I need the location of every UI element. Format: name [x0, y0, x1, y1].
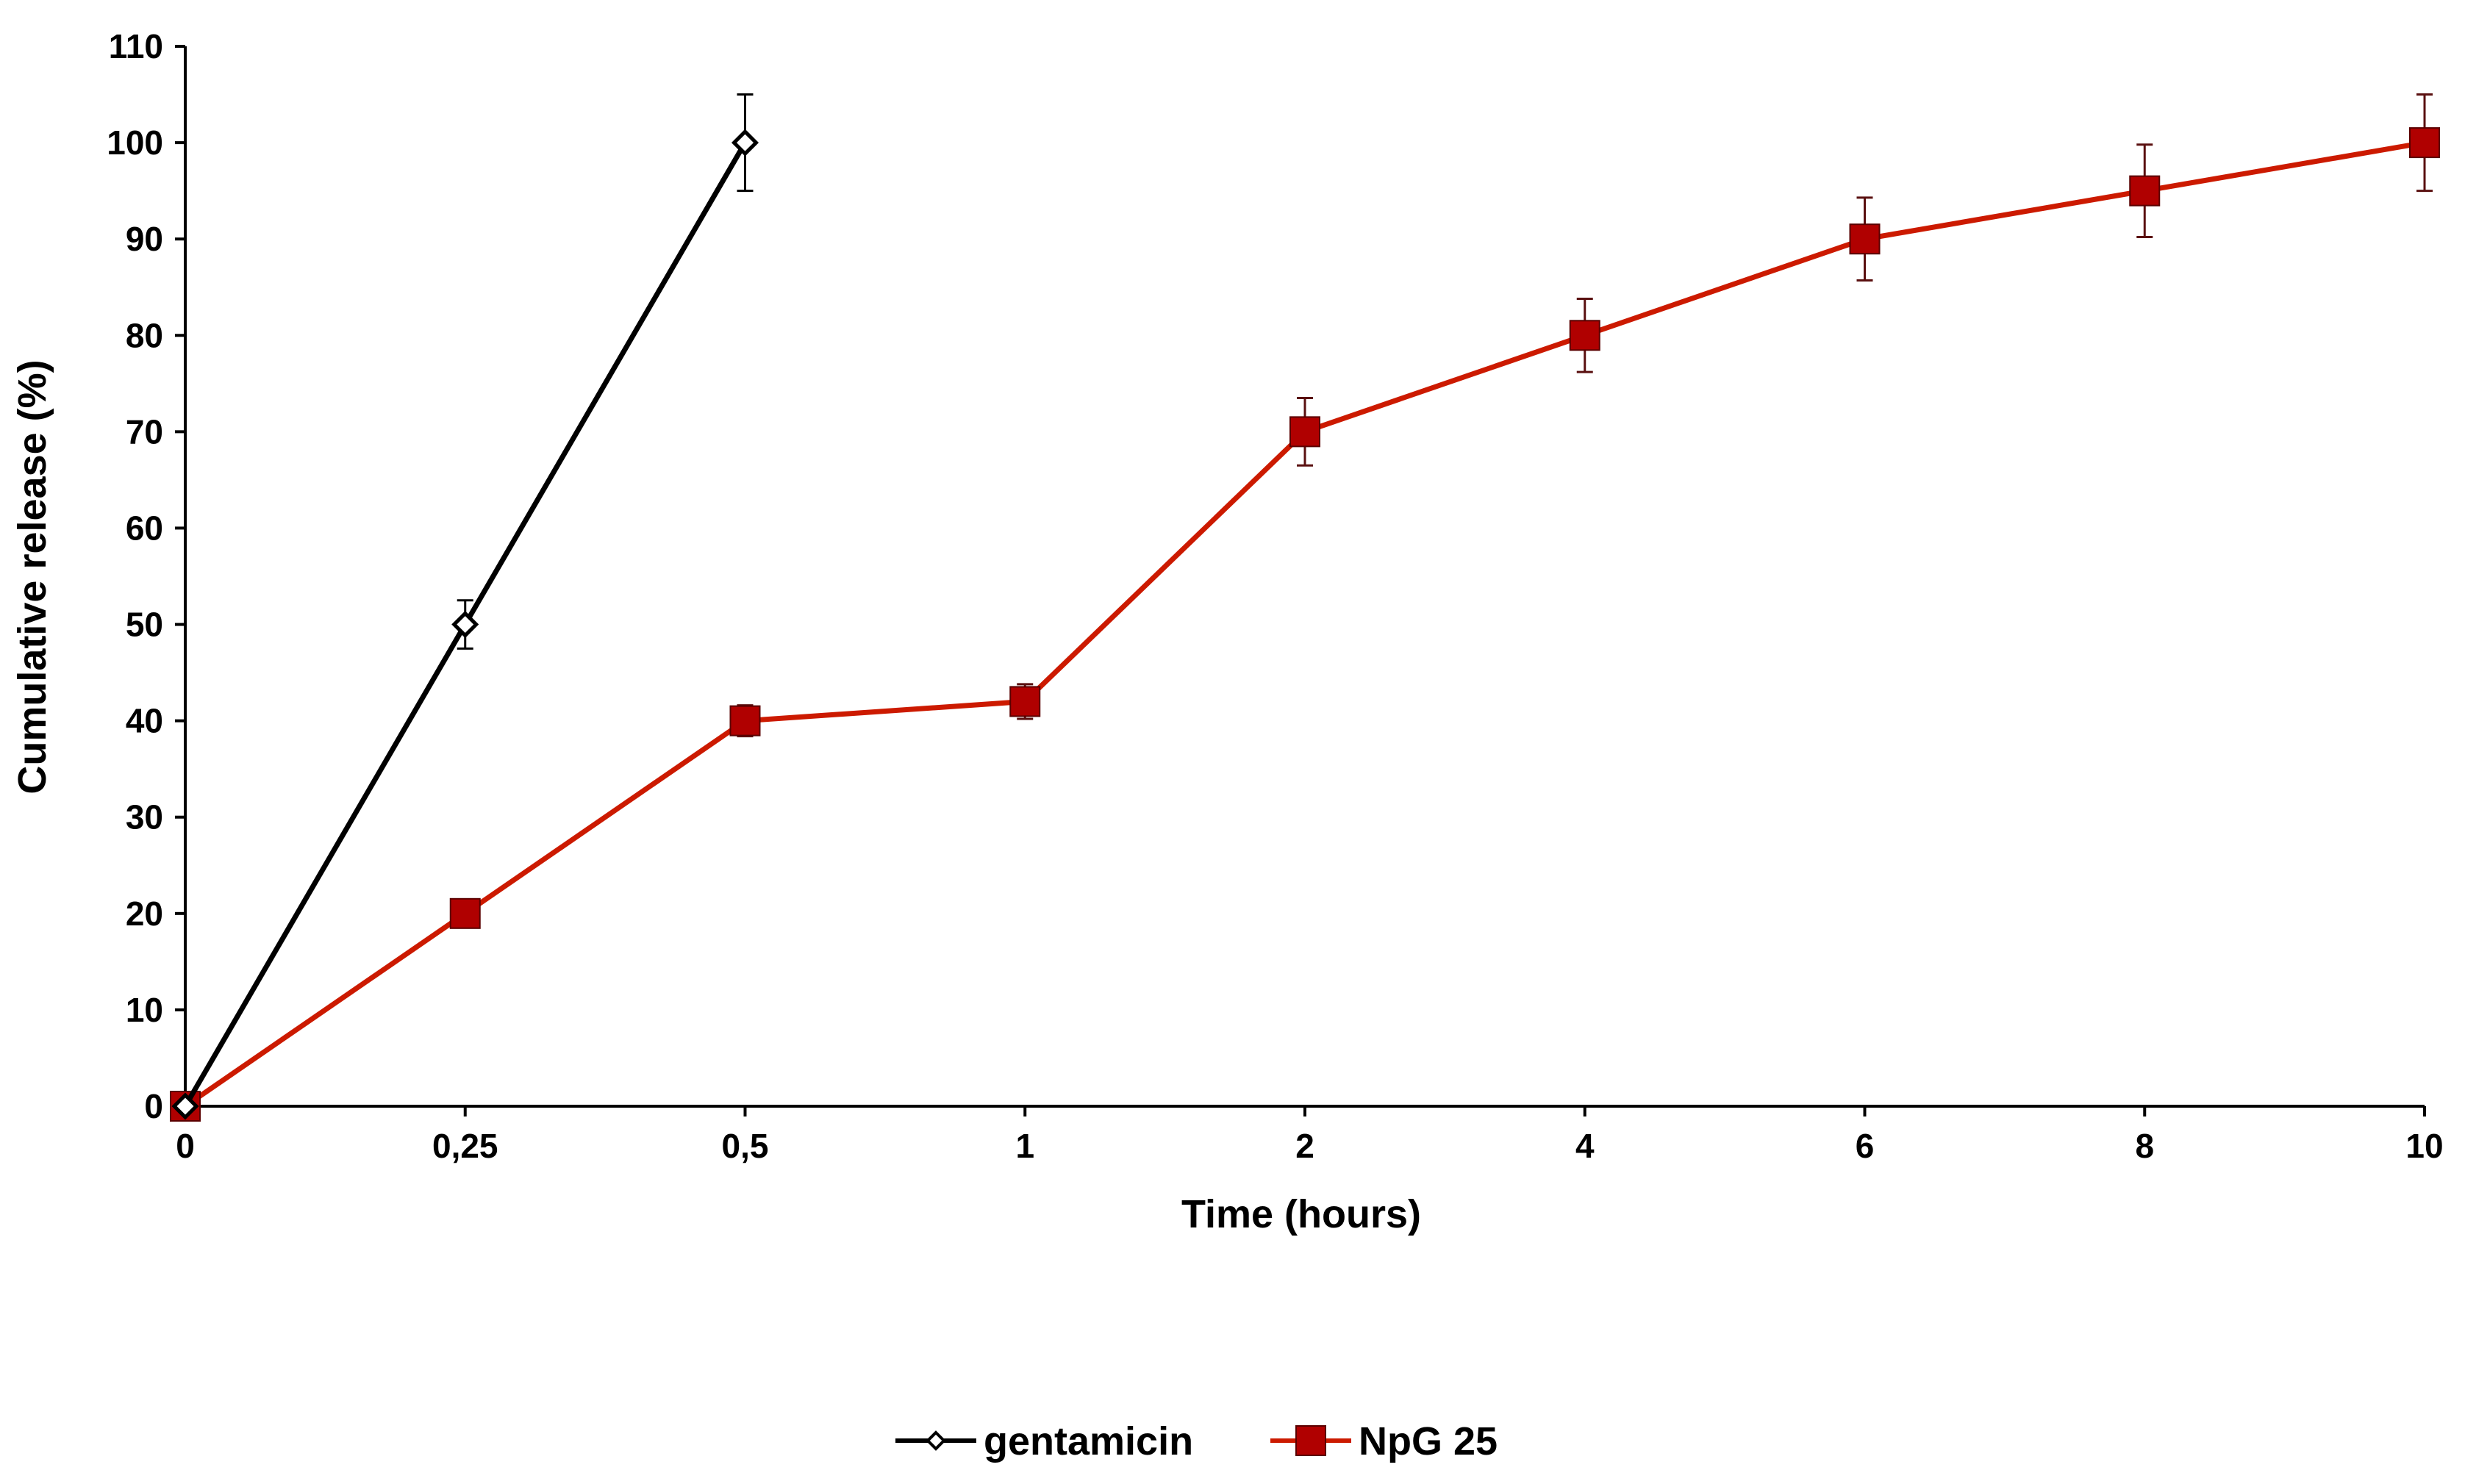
- data-point-npg25: [1849, 223, 1881, 255]
- y-tick-label: 80: [126, 316, 163, 354]
- data-point-gentamicin: [451, 611, 479, 639]
- legend-marker-npg25: [1295, 1425, 1326, 1456]
- x-tick-label: 0: [176, 1127, 195, 1165]
- y-tick-label: 10: [126, 991, 163, 1029]
- x-tick-label: 2: [1295, 1127, 1314, 1165]
- series-gentamicin: [171, 93, 759, 1120]
- x-tick-label: 0,25: [432, 1127, 498, 1165]
- x-tick-label: 6: [1856, 1127, 1875, 1165]
- x-axis-ticks: 0 0,25 0,5 1 2 4 6 8 10: [176, 1106, 2444, 1165]
- x-axis-title: Time (hours): [1181, 1192, 1421, 1236]
- y-tick-label: 30: [126, 798, 163, 836]
- y-tick-label: 70: [126, 412, 163, 451]
- y-tick-label: 100: [107, 123, 163, 162]
- data-point-gentamicin: [171, 1092, 199, 1120]
- series-line-npg25: [184, 140, 2425, 1108]
- legend-marker-gentamicin: [926, 1430, 946, 1451]
- y-axis-ticks: 0 10 20 30 40 50 60 70 80 90 100 110: [107, 27, 185, 1125]
- x-tick-label: 10: [2405, 1127, 2443, 1165]
- x-tick-label: 1: [1015, 1127, 1034, 1165]
- y-tick-label: 110: [109, 27, 163, 65]
- legend: gentamicin NpG 25: [895, 1419, 1498, 1463]
- data-point-npg25: [1009, 686, 1041, 717]
- x-tick-label: 8: [2135, 1127, 2154, 1165]
- y-tick-label: 40: [126, 702, 163, 740]
- data-point-npg25: [449, 897, 481, 929]
- y-tick-label: 60: [126, 509, 163, 547]
- series-layer: [170, 93, 2440, 1122]
- legend-label-npg25: NpG 25: [1359, 1419, 1498, 1463]
- data-point-npg25: [1289, 416, 1320, 448]
- y-axis-title: Cumulative release (%): [10, 359, 54, 794]
- y-tick-label: 90: [126, 220, 163, 258]
- y-tick-label: 20: [126, 895, 163, 933]
- series-npg25: [170, 93, 2440, 1122]
- data-point-npg25: [2129, 175, 2161, 207]
- x-tick-label: 4: [1575, 1127, 1595, 1165]
- y-tick-label: 0: [144, 1087, 163, 1125]
- data-point-npg25: [2409, 127, 2440, 159]
- x-tick-label: 0,5: [722, 1127, 769, 1165]
- legend-item-npg25: NpG 25: [1270, 1419, 1498, 1463]
- data-point-npg25: [729, 705, 761, 736]
- data-point-npg25: [1569, 320, 1600, 351]
- y-tick-label: 50: [126, 606, 163, 644]
- axes: [184, 46, 2425, 1108]
- legend-label-gentamicin: gentamicin: [984, 1419, 1193, 1463]
- legend-item-gentamicin: gentamicin: [895, 1419, 1193, 1463]
- data-point-gentamicin: [731, 129, 759, 157]
